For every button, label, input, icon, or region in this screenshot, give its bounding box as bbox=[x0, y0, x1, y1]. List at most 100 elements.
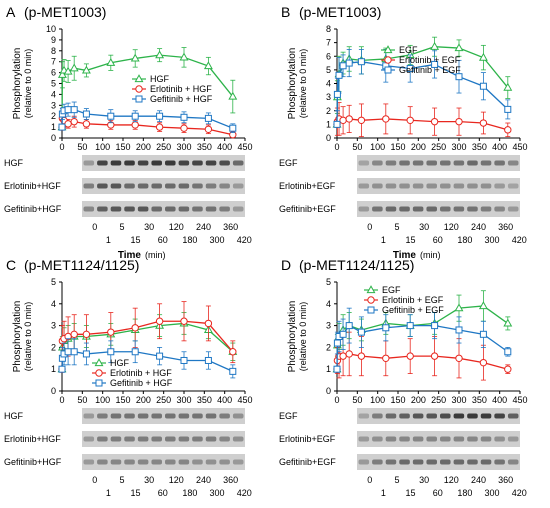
legend-label: Gefitinib + HGF bbox=[110, 378, 173, 388]
data-point bbox=[156, 352, 164, 360]
data-point bbox=[430, 117, 439, 126]
blot-band bbox=[124, 160, 135, 166]
x-tick-label: 200 bbox=[411, 142, 426, 152]
data-point bbox=[229, 124, 237, 132]
data-point bbox=[339, 352, 347, 360]
blot-band bbox=[165, 436, 176, 442]
blot-time-label: 360 bbox=[498, 222, 513, 232]
blot-time-label: 60 bbox=[158, 235, 168, 245]
blot-band bbox=[205, 436, 217, 442]
data-point bbox=[504, 365, 512, 373]
blot-band bbox=[124, 206, 135, 212]
x-tick-label: 400 bbox=[492, 395, 507, 405]
data-point bbox=[70, 348, 78, 356]
blot-band bbox=[358, 413, 370, 419]
y-tick-label: 8 bbox=[326, 24, 331, 34]
x-tick-label: 250 bbox=[431, 395, 446, 405]
y-axis-title: Phosphorylation bbox=[287, 301, 298, 373]
blot-row-label: Erlotinib+HGF bbox=[4, 434, 61, 444]
blot-band bbox=[151, 413, 162, 419]
x-tick-label: 300 bbox=[176, 395, 191, 405]
data-point bbox=[155, 123, 164, 131]
data-point bbox=[180, 356, 188, 364]
panel-title: (p-MET1003) bbox=[299, 4, 381, 20]
blot-band bbox=[507, 206, 519, 212]
blot-band bbox=[494, 436, 505, 442]
y-tick-label: 1 bbox=[51, 122, 56, 132]
blot-time-label: 1 bbox=[106, 488, 111, 498]
blot-band bbox=[412, 183, 424, 189]
x-tick-label: 50 bbox=[352, 395, 362, 405]
legend-label: Erlotinib + HGF bbox=[150, 84, 212, 94]
data-point bbox=[64, 120, 72, 128]
data-point bbox=[335, 71, 343, 79]
blot-time-label: 300 bbox=[485, 235, 500, 245]
y-tick-label: 1 bbox=[51, 364, 56, 374]
blot-band bbox=[480, 436, 492, 442]
blot-band bbox=[467, 160, 478, 166]
y-tick-label: 5 bbox=[326, 65, 331, 75]
data-point bbox=[345, 115, 353, 123]
series-2 bbox=[58, 101, 237, 133]
data-point bbox=[455, 326, 463, 334]
y-axis-title: Phosphorylation bbox=[12, 48, 23, 120]
blot-band bbox=[97, 436, 108, 442]
blot-band bbox=[110, 413, 122, 419]
data-point bbox=[107, 328, 115, 336]
legend-marker bbox=[134, 74, 144, 83]
blot-band bbox=[507, 459, 519, 465]
blot-time-label: 360 bbox=[498, 475, 513, 485]
y-axis-subtitle: (relative to 0 min) bbox=[298, 302, 308, 372]
blot-band bbox=[137, 160, 149, 166]
blot-band bbox=[137, 206, 149, 212]
data-point bbox=[357, 116, 366, 124]
legend-marker bbox=[367, 306, 375, 314]
blot-band bbox=[507, 183, 519, 189]
data-point bbox=[64, 348, 72, 356]
blot-strip bbox=[357, 178, 520, 194]
x-tick-label: 50 bbox=[77, 142, 87, 152]
blot-band bbox=[372, 413, 383, 419]
data-point bbox=[339, 330, 347, 338]
blot-band bbox=[137, 183, 149, 189]
data-point bbox=[155, 317, 164, 325]
blot-row: EGF bbox=[279, 155, 520, 171]
blot-time-label: 0 bbox=[367, 222, 372, 232]
data-point bbox=[504, 348, 512, 356]
data-point bbox=[339, 116, 347, 124]
blot-band bbox=[507, 160, 519, 166]
blot-band bbox=[205, 183, 217, 189]
blot-band bbox=[453, 160, 465, 166]
data-point bbox=[478, 52, 488, 61]
blot-row-label: Erlotinib+HGF bbox=[4, 181, 61, 191]
data-point bbox=[70, 106, 78, 114]
data-point bbox=[70, 117, 78, 126]
blot-row: Erlotinib+HGF bbox=[4, 178, 245, 194]
blot-band bbox=[137, 459, 149, 465]
x-tick-label: 300 bbox=[176, 142, 191, 152]
x-tick-label: 450 bbox=[237, 395, 252, 405]
data-point bbox=[382, 115, 390, 123]
y-tick-label: 5 bbox=[51, 79, 56, 89]
panel-b: B (p-MET1003) Phosphorylation (relative to … bbox=[279, 4, 528, 261]
data-point bbox=[357, 58, 365, 66]
blot-band bbox=[426, 413, 437, 419]
data-point bbox=[204, 356, 212, 364]
blot-band bbox=[426, 436, 437, 442]
data-point bbox=[454, 43, 464, 52]
blot-band bbox=[232, 206, 244, 212]
series-0 bbox=[332, 36, 513, 128]
legend-marker bbox=[384, 56, 392, 64]
data-point bbox=[345, 350, 353, 358]
blot-band bbox=[110, 206, 122, 212]
blot-row-label: HGF bbox=[4, 158, 24, 168]
blot-time-label: 5 bbox=[119, 475, 124, 485]
blot-band bbox=[399, 413, 410, 419]
data-point bbox=[455, 117, 463, 126]
y-tick-label: 2 bbox=[51, 342, 56, 352]
blot-band bbox=[232, 436, 244, 442]
